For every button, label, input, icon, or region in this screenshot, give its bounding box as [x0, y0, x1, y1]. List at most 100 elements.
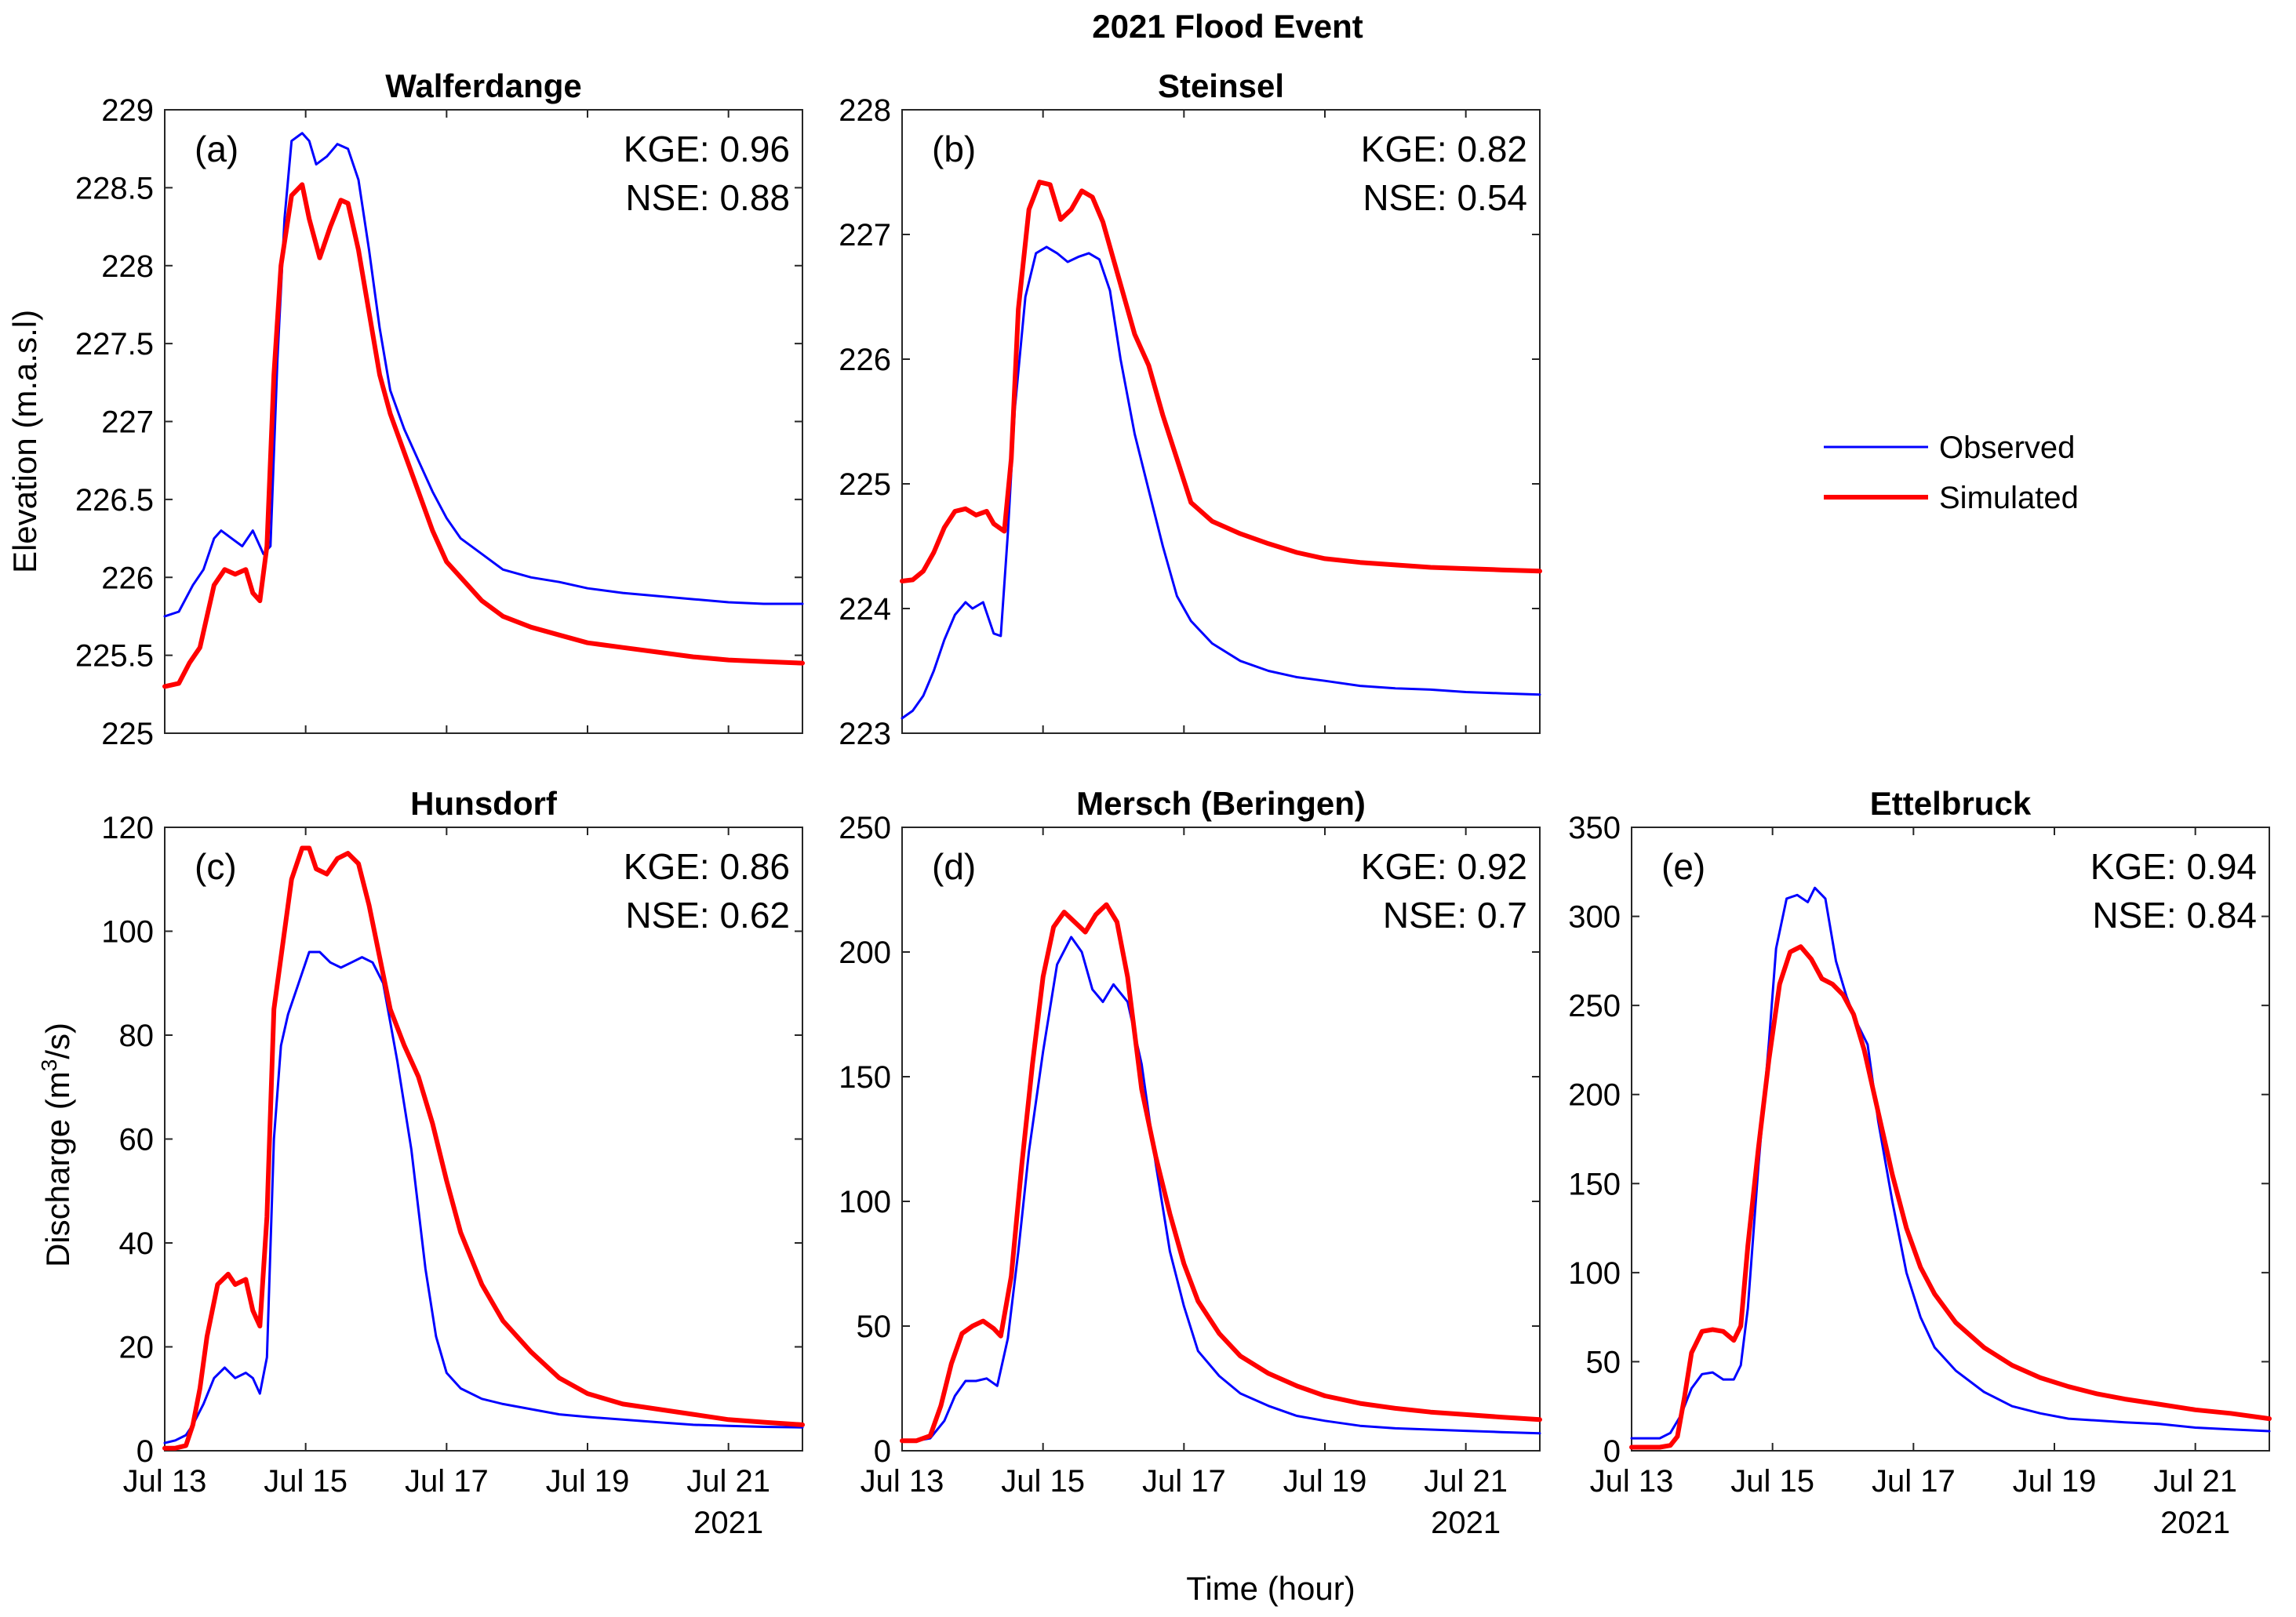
y-tick-label-e: 50	[1586, 1345, 1621, 1379]
legend-simulated-label: Simulated	[1939, 481, 2079, 515]
y-tick-label-d: 100	[839, 1185, 891, 1219]
kge-label-a: KGE: 0.96	[624, 129, 790, 169]
x-year-label-c: 2021	[693, 1506, 763, 1540]
y-label-discharge: Discharge (m3/s)	[37, 1023, 76, 1267]
observed-line-c	[163, 950, 804, 1444]
x-tick-label-d: Jul 19	[1283, 1464, 1367, 1499]
y-tick-label-a: 229	[101, 93, 154, 128]
observed-line-b	[901, 245, 1541, 720]
panel-b-steinsel: Steinsel 223 224 225 226 227 228 (b) KGE: 0.82 NS…	[839, 67, 1542, 751]
x-tick-label-c: Jul 21	[686, 1464, 770, 1499]
x-tick-label-d: Jul 13	[861, 1464, 944, 1499]
x-tick-label-e: Jul 13	[1590, 1464, 1674, 1499]
x-tick-label-c: Jul 13	[123, 1464, 207, 1499]
x-tick-label-e: Jul 21	[2153, 1464, 2237, 1499]
x-tick-label-c: Jul 17	[405, 1464, 489, 1499]
nse-label-a: NSE: 0.88	[625, 177, 790, 218]
x-year-label-d: 2021	[1431, 1506, 1501, 1540]
y-tick-label-e: 100	[1568, 1256, 1621, 1291]
y-tick-label-c: 80	[119, 1019, 155, 1053]
observed-line-a	[163, 132, 804, 618]
axes-box-d	[901, 827, 1541, 1452]
y-tick-label-b: 224	[839, 592, 891, 627]
y-tick-label-c: 20	[119, 1331, 155, 1365]
y-tick-label-d: 50	[857, 1310, 892, 1344]
panel-label-a: (a)	[195, 129, 238, 169]
x-tick-label-d: Jul 21	[1424, 1464, 1508, 1499]
x-year-label-e: 2021	[2160, 1506, 2230, 1540]
nse-label-d: NSE: 0.7	[1383, 895, 1527, 936]
y-tick-label-c: 0	[136, 1434, 154, 1469]
y-label-discharge-prefix: Discharge (m	[39, 1071, 76, 1267]
y-tick-label-d: 0	[874, 1434, 891, 1469]
y-tick-label-e: 150	[1568, 1167, 1621, 1201]
observed-line-e	[1630, 886, 2271, 1440]
y-tick-label-b: 223	[839, 717, 891, 751]
panel-title-b: Steinsel	[1158, 67, 1284, 104]
y-tick-label-e: 200	[1568, 1078, 1621, 1113]
nse-label-b: NSE: 0.54	[1363, 177, 1527, 218]
x-tick-label-e: Jul 17	[1872, 1464, 1956, 1499]
y-tick-label-e: 350	[1568, 811, 1621, 845]
simulated-line-c	[162, 845, 805, 1451]
panel-label-b: (b)	[932, 129, 976, 169]
figure-title: 2021 Flood Event	[1092, 8, 1363, 45]
y-tick-label-e: 0	[1603, 1434, 1621, 1469]
kge-label-d: KGE: 0.92	[1361, 846, 1527, 887]
simulated-line-b	[900, 180, 1542, 583]
panel-title-d: Mersch (Beringen)	[1076, 785, 1366, 822]
kge-label-e: KGE: 0.94	[2090, 846, 2257, 887]
panel-c-hunsdorf: Hunsdorf 0 20 40 60 80 100 120 Jul 13 Jul 15 Jul 1…	[101, 785, 805, 1540]
y-tick-label-a: 225	[101, 717, 154, 751]
simulated-line-d	[900, 902, 1542, 1444]
panel-title-c: Hunsdorf	[410, 785, 558, 822]
x-tick-label-e: Jul 15	[1730, 1464, 1814, 1499]
y-tick-label-e: 300	[1568, 900, 1621, 935]
x-tick-label-c: Jul 19	[546, 1464, 630, 1499]
y-tick-label-d: 250	[839, 811, 891, 845]
x-label: Time (hour)	[1186, 1570, 1355, 1607]
x-tick-label-c: Jul 15	[264, 1464, 347, 1499]
axes-box-b	[901, 109, 1541, 734]
panel-a-walferdange: Walferdange 225 225.5 226 226.5 227 227.5 228 22…	[75, 67, 805, 751]
panel-e-ettelbruck: Ettelbruck 0 50 100 150 200 250 300 350 Jul 13 Jul…	[1568, 785, 2272, 1540]
x-tick-label-d: Jul 15	[1001, 1464, 1085, 1499]
nse-label-e: NSE: 0.84	[2092, 895, 2257, 936]
y-tick-label-c: 100	[101, 915, 154, 950]
observed-line-d	[901, 936, 1541, 1442]
y-tick-label-d: 150	[839, 1060, 891, 1095]
panel-label-c: (c)	[195, 846, 237, 887]
simulated-line-e	[1629, 944, 2272, 1450]
panel-title-a: Walferdange	[385, 67, 581, 104]
legend-observed-label: Observed	[1939, 431, 2075, 465]
kge-label-c: KGE: 0.86	[624, 846, 790, 887]
y-tick-label-b: 228	[839, 93, 891, 128]
legend: Observed Simulated	[1812, 413, 2126, 525]
y-label-elevation: Elevation (m.a.s.l)	[6, 310, 43, 573]
panel-label-e: (e)	[1661, 846, 1705, 887]
panel-title-e: Ettelbruck	[1870, 785, 2032, 822]
y-tick-label-b: 226	[839, 343, 891, 377]
panel-d-mersch: Mersch (Beringen) 0 50 100 150 200 250 Jul 13 Ju…	[839, 785, 1542, 1540]
y-tick-label-e: 250	[1568, 989, 1621, 1023]
y-tick-label-c: 40	[119, 1226, 155, 1261]
x-tick-label-d: Jul 17	[1142, 1464, 1226, 1499]
kge-label-b: KGE: 0.82	[1361, 129, 1527, 169]
y-tick-label-d: 200	[839, 936, 891, 970]
y-tick-label-c: 60	[119, 1123, 155, 1157]
x-tick-label-e: Jul 19	[2013, 1464, 2097, 1499]
y-label-discharge-suffix: /s)	[39, 1023, 76, 1059]
axes-box-e	[1631, 827, 2270, 1452]
y-tick-label-a: 226	[101, 561, 154, 595]
y-tick-label-a: 227.5	[75, 327, 154, 362]
panel-label-d: (d)	[932, 846, 976, 887]
y-tick-label-a: 225.5	[75, 639, 154, 674]
y-tick-label-a: 228	[101, 249, 154, 284]
simulated-line-a	[162, 182, 805, 689]
legend-box	[1812, 413, 2126, 525]
y-tick-label-b: 225	[839, 467, 891, 502]
y-tick-label-a: 228.5	[75, 171, 154, 205]
y-tick-label-a: 226.5	[75, 483, 154, 518]
y-tick-label-a: 227	[101, 405, 154, 440]
